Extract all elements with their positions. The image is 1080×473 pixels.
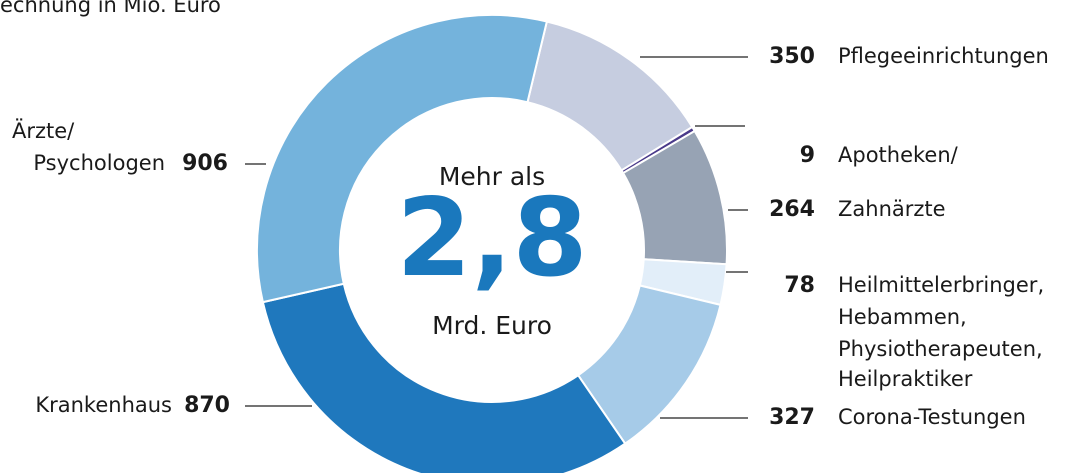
value-label: 327 (769, 405, 815, 430)
category-label: Psychologen (33, 151, 165, 175)
category-label: Hebammen, (838, 305, 967, 329)
value-label: 78 (784, 273, 815, 298)
category-label: Physiotherapeuten, (838, 337, 1043, 361)
category-label: Krankenhaus (35, 393, 172, 417)
value-label: 870 (184, 393, 230, 418)
category-label: Pflegeeinrichtungen (838, 44, 1049, 68)
category-label: Ärzte/ (12, 118, 75, 143)
donut-segment (256, 14, 549, 304)
category-label: Zahnärzte (838, 197, 946, 221)
value-label: 9 (800, 143, 815, 168)
subtitle: echnung in Mio. Euro (0, 0, 221, 17)
center-text: Mrd. Euro (432, 311, 552, 340)
donut-segment (261, 282, 627, 473)
category-label: Heilmittelerbringer, (838, 273, 1044, 297)
center-text: Mehr als (439, 162, 545, 191)
category-label: Heilpraktiker (838, 367, 973, 391)
value-label: 906 (182, 151, 228, 176)
category-label: Apotheken/ (838, 143, 959, 167)
center-total: 2,8 (396, 176, 587, 301)
category-label: Corona-Testungen (838, 405, 1026, 429)
value-label: 264 (769, 197, 815, 222)
value-label: 350 (769, 44, 815, 69)
